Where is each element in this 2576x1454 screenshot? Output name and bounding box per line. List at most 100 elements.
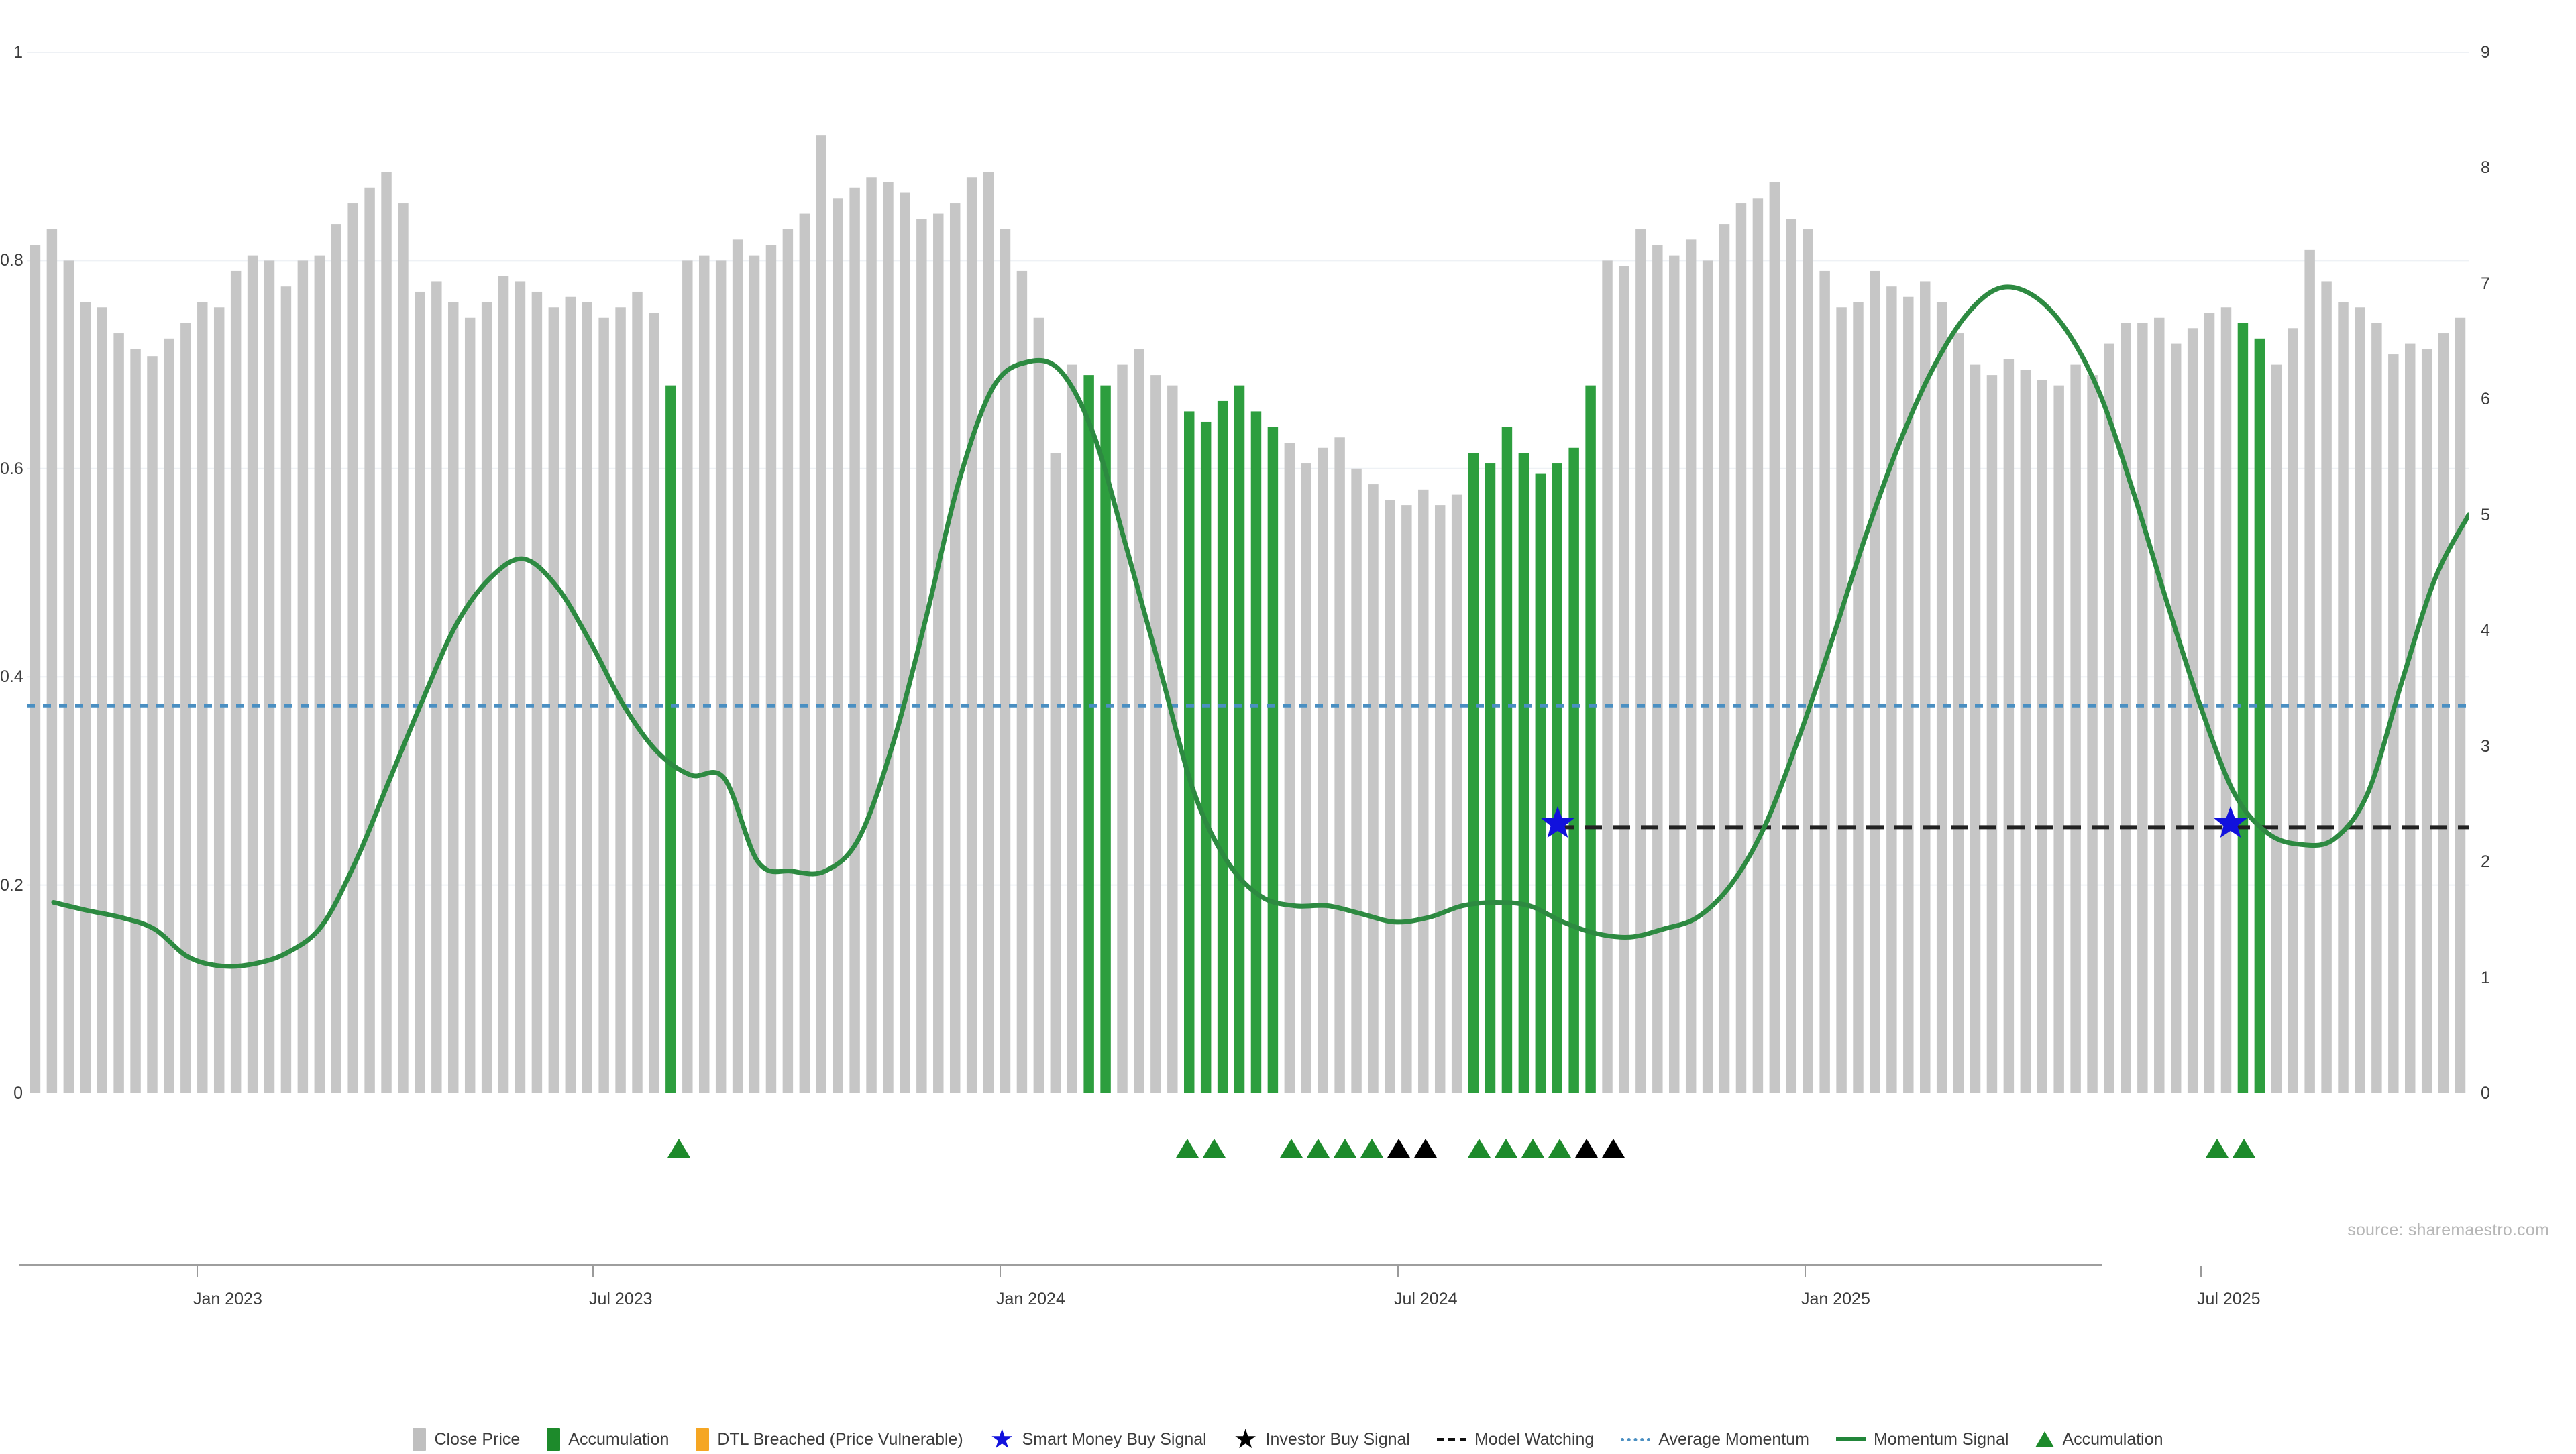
close-price-bar — [1920, 281, 1931, 1093]
legend-item[interactable]: Momentum Signal — [1835, 1429, 2009, 1449]
legend-star-icon: ★ — [1233, 1424, 1258, 1454]
y-axis-left-tick: 0.2 — [0, 875, 23, 895]
close-price-bar — [1050, 453, 1061, 1093]
plot-canvas — [27, 52, 2469, 1093]
x-axis-tick-label: Jan 2025 — [1801, 1290, 1870, 1308]
legend-item[interactable]: Close Price — [413, 1428, 520, 1451]
legend-label: Model Watching — [1474, 1429, 1595, 1449]
close-price-bar — [900, 192, 910, 1093]
legend-item[interactable]: Accumulation — [2035, 1431, 2163, 1448]
close-price-bar — [2070, 364, 2081, 1093]
close-price-bar — [364, 187, 375, 1093]
legend-solid-line-icon — [1835, 1437, 1866, 1441]
close-price-bar — [1685, 239, 1697, 1093]
close-price-bar — [916, 219, 927, 1093]
investor-buy-signal-triangle — [1387, 1139, 1410, 1158]
close-price-bar — [1953, 333, 1964, 1093]
close-price-bar — [448, 302, 459, 1093]
accumulation-marker-triangle — [1548, 1139, 1571, 1158]
accumulation-bar — [1200, 421, 1212, 1093]
close-price-bar — [849, 187, 860, 1093]
y-axis-left-tick: 0.6 — [0, 459, 23, 478]
legend-label: Close Price — [434, 1429, 521, 1449]
close-price-bar — [866, 177, 877, 1093]
close-price-bar — [280, 286, 292, 1093]
close-price-bar — [2371, 323, 2382, 1093]
accumulation-bar — [1100, 385, 1111, 1093]
legend-label: DTL Breached (Price Vulnerable) — [717, 1429, 963, 1449]
legend-item[interactable]: ★ Investor Buy Signal — [1234, 1426, 1410, 1453]
accumulation-bar — [1184, 411, 1195, 1093]
close-price-bar — [213, 307, 225, 1093]
close-price-bar — [2170, 343, 2182, 1093]
close-price-bar — [1067, 364, 1077, 1093]
y-axis-right-tick: 8 — [2481, 158, 2490, 178]
close-price-bar — [1970, 364, 1981, 1093]
close-price-bar — [30, 245, 41, 1093]
close-price-bar — [46, 229, 58, 1093]
legend-item[interactable]: Average Momentum — [1621, 1431, 1809, 1448]
legend-item[interactable]: Model Watching — [1436, 1429, 1595, 1449]
y-axis-right-tick: 2 — [2481, 852, 2490, 872]
close-price-bar — [699, 255, 710, 1093]
legend-item[interactable]: DTL Breached (Price Vulnerable) — [696, 1428, 963, 1451]
close-price-bar — [481, 302, 492, 1093]
x-axis-tick-mark — [592, 1266, 594, 1277]
close-price-bar — [197, 302, 208, 1093]
legend-label: Momentum Signal — [1873, 1429, 2009, 1449]
close-price-bar — [833, 198, 843, 1093]
legend-item[interactable]: Accumulation — [547, 1428, 669, 1451]
x-axis-tick-mark — [1397, 1266, 1399, 1277]
y-axis-left-tick: 0.4 — [0, 667, 23, 687]
x-axis-tick-mark — [197, 1266, 198, 1277]
x-axis-tick-mark — [2200, 1266, 2202, 1277]
close-price-bar — [531, 291, 543, 1093]
accumulation-bar — [1518, 453, 1529, 1093]
close-price-bar — [80, 302, 91, 1093]
x-axis-tick-mark — [1805, 1266, 1806, 1277]
legend-triangle-icon — [2035, 1431, 2055, 1447]
chart-legend: Close Price Accumulation DTL Breached (Pri… — [0, 1426, 2576, 1453]
close-price-bar — [632, 291, 643, 1093]
close-price-bar — [749, 255, 760, 1093]
close-price-bar — [1351, 468, 1362, 1093]
investor-buy-signal-triangle — [1602, 1139, 1625, 1158]
legend-item[interactable]: ★ Smart Money Buy Signal — [990, 1426, 1207, 1453]
close-price-bar — [1619, 266, 1629, 1093]
close-price-bar — [398, 203, 409, 1093]
close-price-bar — [347, 203, 358, 1093]
close-price-bar — [264, 260, 275, 1093]
investor-buy-signal-triangle — [1575, 1139, 1598, 1158]
accumulation-bar — [1083, 375, 1094, 1093]
close-price-bar — [230, 270, 241, 1093]
accumulation-marker-triangle — [1468, 1139, 1491, 1158]
close-price-bar — [2338, 302, 2349, 1093]
close-price-bar — [1635, 229, 1646, 1093]
legend-label: Accumulation — [2062, 1429, 2163, 1449]
close-price-bar — [548, 307, 559, 1093]
close-price-bar — [983, 172, 994, 1093]
accumulation-marker-triangle — [1307, 1139, 1330, 1158]
close-price-bar — [2321, 281, 2332, 1093]
marker-band — [27, 1113, 2469, 1227]
close-price-bar — [2087, 375, 2098, 1093]
close-price-bar — [2121, 323, 2131, 1093]
close-price-bar — [2271, 364, 2282, 1093]
legend-star-icon: ★ — [989, 1424, 1014, 1454]
close-price-bar — [715, 260, 727, 1093]
plot-area — [27, 52, 2469, 1093]
accumulation-bar — [1234, 385, 1245, 1093]
x-axis-tick-label: Jul 2024 — [1394, 1290, 1458, 1308]
close-price-bar — [1334, 437, 1345, 1093]
close-price-bar — [147, 356, 158, 1093]
close-price-bar — [682, 260, 693, 1093]
close-price-bar — [1000, 229, 1011, 1093]
close-price-bar — [816, 135, 826, 1093]
legend-label: Investor Buy Signal — [1265, 1429, 1410, 1449]
accumulation-bar — [1585, 385, 1596, 1093]
close-price-bar — [1385, 500, 1395, 1093]
y-axis-right-tick: 6 — [2481, 390, 2490, 409]
legend-swatch-rect-icon — [696, 1428, 710, 1451]
close-price-bar — [949, 203, 961, 1093]
close-price-bar — [2421, 349, 2432, 1093]
